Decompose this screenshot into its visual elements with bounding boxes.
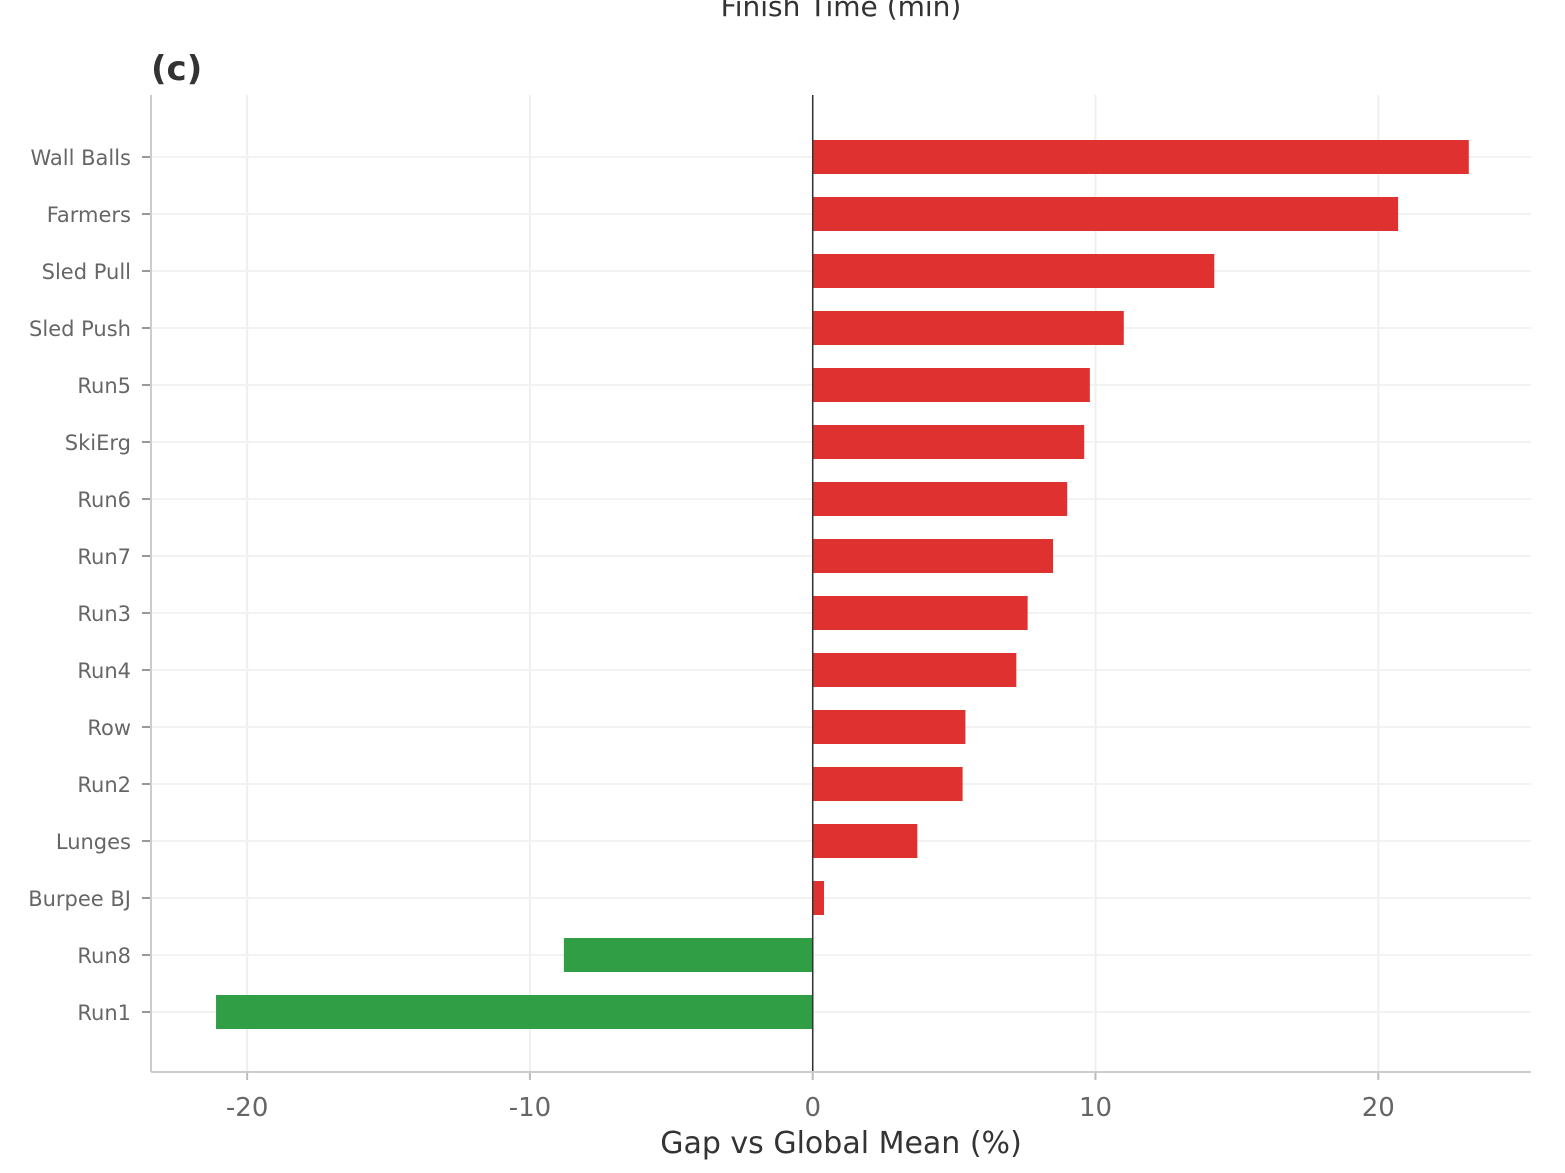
bar bbox=[812, 596, 1028, 630]
y-tick-label: Run2 bbox=[77, 773, 131, 797]
panel-label: (c) bbox=[151, 49, 202, 89]
cut-title: Finish Time (min) bbox=[721, 0, 962, 23]
y-tick-label: Burpee BJ bbox=[28, 887, 131, 911]
bar bbox=[812, 482, 1068, 516]
y-tick-label: Run5 bbox=[77, 374, 131, 398]
x-tick-label: 10 bbox=[1079, 1093, 1112, 1123]
bar bbox=[812, 653, 1017, 687]
x-tick-label: 20 bbox=[1362, 1093, 1395, 1123]
bar bbox=[812, 539, 1054, 573]
y-tick-label: Run1 bbox=[77, 1001, 131, 1025]
bar bbox=[812, 197, 1399, 231]
bar bbox=[812, 140, 1469, 174]
y-tick-label: Sled Pull bbox=[42, 260, 131, 284]
y-tick-label: Lunges bbox=[56, 830, 131, 854]
y-tick-label: Row bbox=[87, 716, 131, 740]
y-tick-label: SkiErg bbox=[65, 431, 131, 455]
y-tick-label: Wall Balls bbox=[30, 146, 131, 170]
bar bbox=[812, 368, 1090, 402]
x-tick-label: -20 bbox=[226, 1093, 268, 1123]
y-tick-label: Run7 bbox=[77, 545, 131, 569]
x-tick-label: -10 bbox=[509, 1093, 551, 1123]
x-axis-label: Gap vs Global Mean (%) bbox=[660, 1126, 1022, 1161]
bar bbox=[812, 710, 966, 744]
bar bbox=[812, 881, 825, 915]
y-tick-label: Run8 bbox=[77, 944, 131, 968]
y-tick-label: Run4 bbox=[77, 659, 131, 683]
bar bbox=[812, 767, 963, 801]
y-tick-label: Farmers bbox=[47, 203, 131, 227]
bar bbox=[812, 311, 1124, 345]
y-tick-label: Sled Push bbox=[29, 317, 131, 341]
bar bbox=[216, 995, 813, 1029]
y-tick-label: Run3 bbox=[77, 602, 131, 626]
bar bbox=[812, 254, 1215, 288]
x-tick-label: 0 bbox=[804, 1093, 821, 1123]
bar bbox=[563, 938, 813, 972]
bar bbox=[812, 425, 1085, 459]
y-tick-label: Run6 bbox=[77, 488, 131, 512]
bar bbox=[812, 824, 918, 858]
